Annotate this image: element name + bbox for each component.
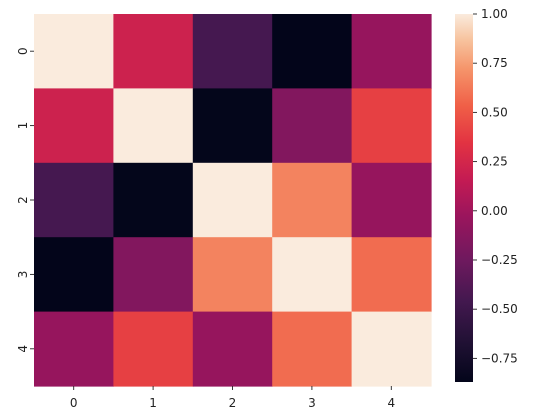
y-tick-label: 4 — [16, 345, 30, 353]
heatmap-cell-4-3 — [272, 311, 353, 387]
heatmap-cell-1-4 — [351, 88, 432, 164]
colorbar-tick-label: 0.00 — [481, 204, 508, 218]
heatmap-cell-0-4 — [351, 14, 432, 89]
y-tick-label: 2 — [16, 196, 30, 204]
heatmap-cell-2-1 — [113, 162, 194, 238]
heatmap-cell-3-0 — [34, 237, 114, 313]
y-axis: 0 1 2 3 4 — [16, 47, 34, 353]
colorbar-axis: −0.75 −0.50 −0.25 0.00 0.25 0.50 0.75 1.00 — [473, 7, 518, 365]
heatmap-cell-3-2 — [192, 237, 273, 313]
y-tick-label: 1 — [16, 122, 30, 130]
heatmap-cell-2-3 — [272, 162, 353, 238]
heatmap-cell-3-4 — [351, 237, 432, 313]
heatmap-cell-3-3 — [272, 237, 353, 313]
colorbar-tick-label: −0.50 — [481, 302, 518, 316]
heatmap-cell-0-1 — [113, 14, 194, 89]
colorbar — [455, 14, 473, 382]
colorbar-tick-label: 0.75 — [481, 56, 508, 70]
heatmap-cell-3-1 — [113, 237, 194, 313]
colorbar-tick-label: 0.50 — [481, 105, 508, 119]
heatmap-cell-0-3 — [272, 14, 353, 89]
heatmap-cell-0-2 — [192, 14, 273, 89]
colorbar-tick-label: 1.00 — [481, 7, 508, 21]
heatmap-cell-2-0 — [34, 162, 114, 238]
colorbar-tick-label: 0.25 — [481, 155, 508, 169]
heatmap-cell-4-1 — [113, 311, 194, 387]
heatmap-cell-4-4 — [351, 311, 432, 387]
heatmap-cell-4-0 — [34, 311, 114, 387]
x-axis: 0 1 2 3 4 — [70, 386, 395, 410]
heatmap-cells — [34, 14, 432, 387]
x-tick-label: 1 — [149, 396, 157, 410]
heatmap-cell-4-2 — [192, 311, 273, 387]
heatmap-cell-1-0 — [34, 88, 114, 164]
colorbar-tick-label: −0.75 — [481, 351, 518, 365]
x-tick-label: 0 — [70, 396, 78, 410]
x-tick-label: 4 — [387, 396, 395, 410]
x-tick-label: 2 — [229, 396, 237, 410]
heatmap-cell-2-4 — [351, 162, 432, 238]
colorbar-tick-label: −0.25 — [481, 253, 518, 267]
heatmap-cell-1-1 — [113, 88, 194, 164]
heatmap-cell-1-2 — [192, 88, 273, 164]
heatmap-cell-2-2 — [192, 162, 273, 238]
heatmap-cell-0-0 — [34, 14, 114, 89]
y-tick-label: 0 — [16, 47, 30, 55]
heatmap-cell-1-3 — [272, 88, 353, 164]
x-tick-label: 3 — [308, 396, 316, 410]
y-tick-label: 3 — [16, 271, 30, 279]
